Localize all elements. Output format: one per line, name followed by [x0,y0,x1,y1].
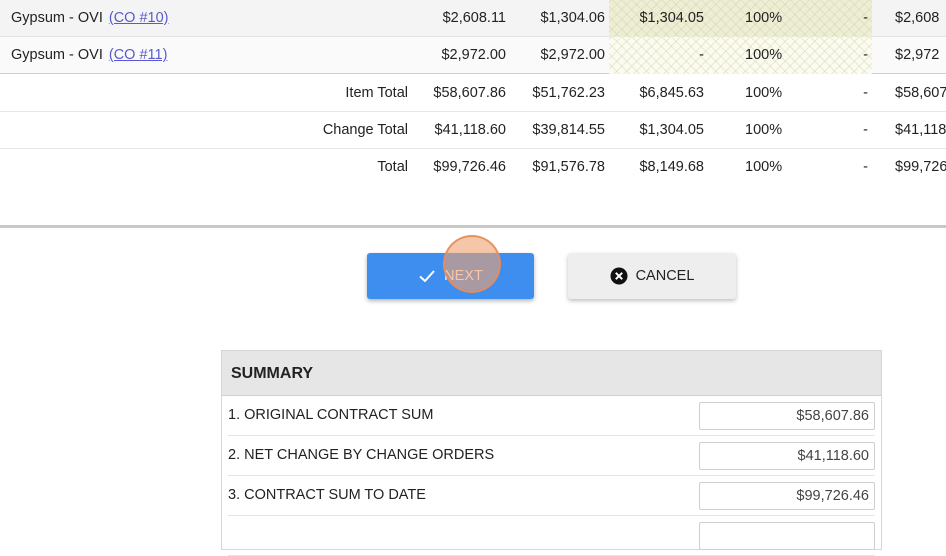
summary-row: 2. NET CHANGE BY CHANGE ORDERS $41,118.6… [228,436,875,476]
summary-row: 1. ORIGINAL CONTRACT SUM $58,607.86 [228,396,875,436]
next-button-label: NEXT [444,268,483,284]
summary-label: 1. ORIGINAL CONTRACT SUM [228,407,434,423]
summary-row [228,516,875,556]
total-completed: $99,726 [895,159,946,175]
table-row: Gypsum - OVI (CO #10) $2,608.11 $1,304.06… [0,0,946,37]
change-order-link[interactable]: (CO #10) [108,10,169,26]
table-row: Gypsum - OVI (CO #11) $2,972.00 $2,972.00… [0,37,946,74]
highlight-cell [609,37,872,74]
stored-value[interactable]: - [863,10,868,26]
total-completed: $58,607 [895,85,946,101]
total-label: Change Total [322,122,408,138]
item-name: Gypsum - OVI [11,10,103,26]
completed-value: $2,972 [895,47,940,63]
total-label: Item Total [345,85,408,101]
total-this-period: $8,149.68 [639,159,704,175]
completed-value: $2,608 [895,10,940,26]
summary-panel: SUMMARY 1. ORIGINAL CONTRACT SUM $58,607… [221,350,882,556]
total-this-period: $1,304.05 [639,122,704,138]
total-percent: 100% [745,122,783,138]
total-row-item: Item Total $58,607.86 $51,762.23 $6,845.… [0,75,946,112]
percent-complete[interactable]: 100% [745,47,783,63]
highlight-cell [609,0,872,37]
net-change-field[interactable]: $41,118.60 [699,442,875,470]
total-stored: - [863,159,868,175]
total-row-change: Change Total $41,118.60 $39,814.55 $1,30… [0,112,946,149]
next-button[interactable]: NEXT [367,253,534,299]
percent-complete[interactable]: 100% [745,10,783,26]
summary-row: 3. CONTRACT SUM TO DATE $99,726.46 [228,476,875,516]
cancel-button-label: CANCEL [635,268,695,284]
next-summary-field[interactable] [699,522,875,550]
total-scheduled: $58,607.86 [433,85,506,101]
contract-sum-to-date-field[interactable]: $99,726.46 [699,482,875,510]
total-scheduled: $41,118.60 [434,122,507,138]
line-items-table: Gypsum - OVI (CO #10) $2,608.11 $1,304.06… [0,0,946,226]
original-contract-sum-field[interactable]: $58,607.86 [699,402,875,430]
stored-value[interactable]: - [863,47,868,63]
check-icon [419,270,435,283]
close-circle-icon [610,267,628,285]
summary-label: 2. NET CHANGE BY CHANGE ORDERS [228,447,495,463]
total-stored: - [863,85,868,101]
scheduled-value: $2,608.11 [442,10,506,26]
summary-label: 3. CONTRACT SUM TO DATE [228,487,426,503]
previous-value: $2,972.00 [540,47,605,63]
total-previous: $91,576.78 [532,159,605,175]
table-divider [0,225,946,228]
change-order-link[interactable]: (CO #11) [108,47,168,63]
total-previous: $39,814.55 [532,122,605,138]
scheduled-value: $2,972.00 [441,47,506,63]
cancel-button[interactable]: CANCEL [568,253,736,299]
this-period-value[interactable]: $1,304.05 [639,10,704,26]
total-row-grand: Total $99,726.46 $91,576.78 $8,149.68 10… [0,149,946,186]
total-stored: - [863,122,868,138]
total-this-period: $6,845.63 [639,85,704,101]
item-name: Gypsum - OVI [11,47,103,63]
summary-title: SUMMARY [222,351,881,396]
total-completed: $41,118 [895,122,946,138]
total-previous: $51,762.23 [532,85,605,101]
total-label: Total [377,159,408,175]
total-percent: 100% [745,159,783,175]
total-percent: 100% [745,85,783,101]
previous-value: $1,304.06 [540,10,605,26]
this-period-value[interactable]: - [699,47,704,63]
total-scheduled: $99,726.46 [433,159,506,175]
